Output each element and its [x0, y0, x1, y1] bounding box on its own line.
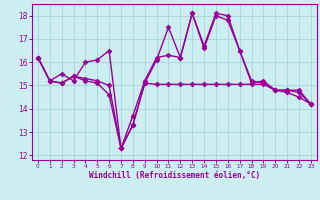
X-axis label: Windchill (Refroidissement éolien,°C): Windchill (Refroidissement éolien,°C): [89, 171, 260, 180]
